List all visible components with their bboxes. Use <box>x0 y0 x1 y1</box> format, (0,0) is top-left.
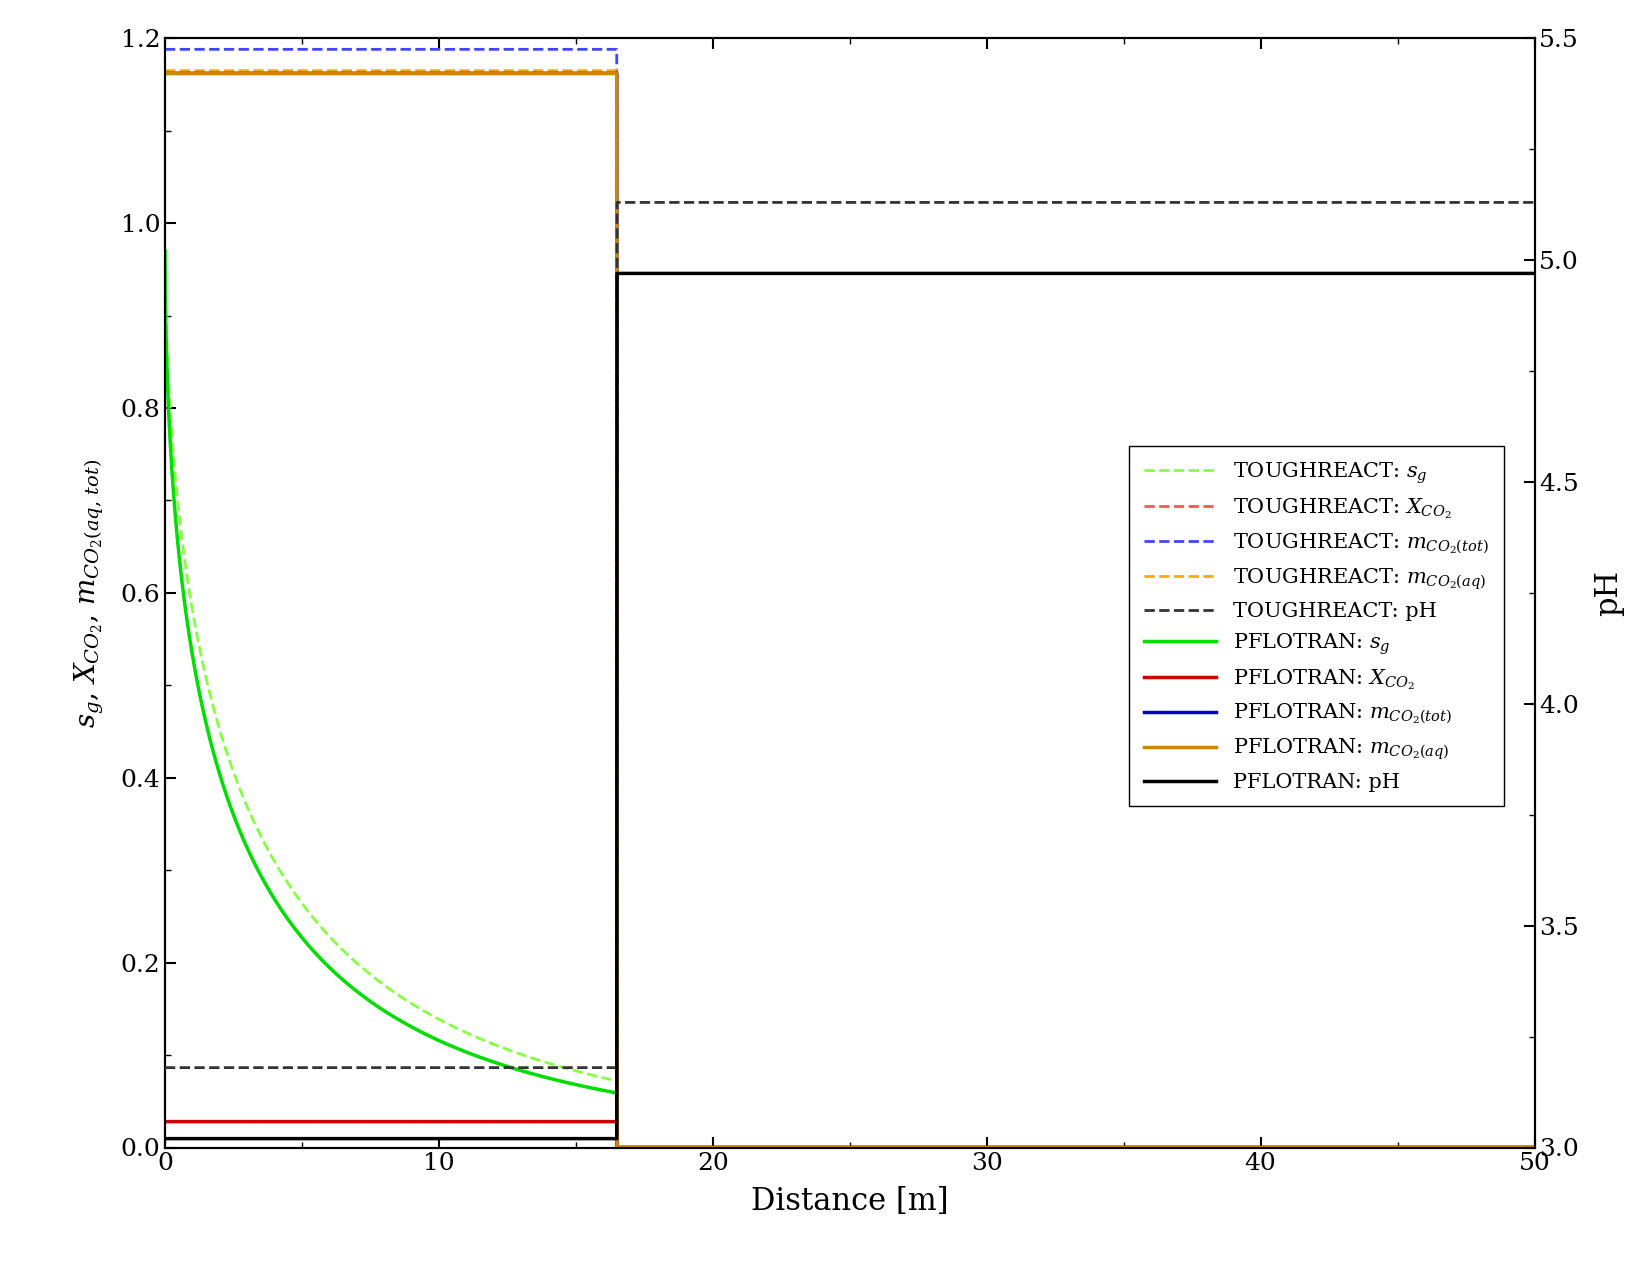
Legend: TOUGHREACT: $s_g$, TOUGHREACT: $X_{CO_2}$, TOUGHREACT: $m_{CO_2(tot)}$, TOUGHREA: TOUGHREACT: $s_g$, TOUGHREACT: $X_{CO_2}… <box>1129 446 1503 806</box>
Y-axis label: pH: pH <box>1592 570 1624 616</box>
X-axis label: Distance [m]: Distance [m] <box>751 1187 949 1218</box>
Y-axis label: $s_g$, $X_{CO_2}$, $m_{CO_2(aq,\, tot)}$: $s_g$, $X_{CO_2}$, $m_{CO_2(aq,\, tot)}$ <box>73 458 107 728</box>
